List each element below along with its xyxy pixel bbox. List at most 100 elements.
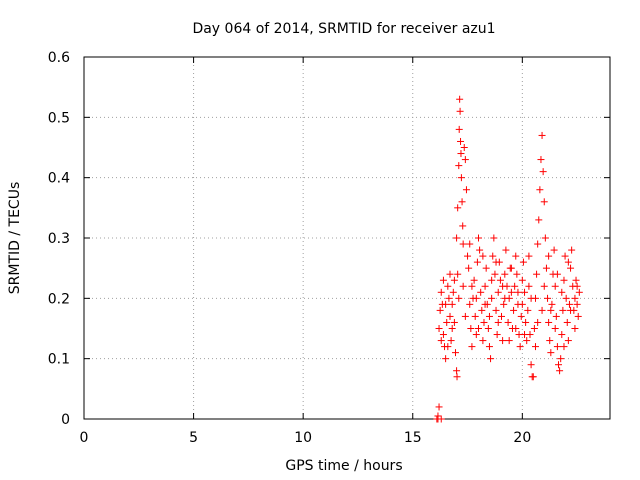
y-tick-label-6: 0.6	[48, 50, 70, 66]
data-point-0-122	[554, 361, 562, 369]
data-point-0-21	[453, 367, 461, 375]
data-point-0-146	[466, 240, 474, 248]
data-point-0-148	[479, 252, 487, 260]
data-point-0-154	[518, 300, 526, 308]
data-point-0-93	[523, 337, 531, 345]
data-point-0-43	[468, 343, 476, 351]
data-point-0-37	[461, 156, 469, 164]
data-point-0-95	[525, 282, 533, 290]
data-point-0-137	[571, 294, 579, 302]
data-point-0-71	[499, 337, 507, 345]
data-point-0-58	[484, 325, 492, 332]
data-point-0-172	[488, 276, 496, 284]
data-point-0-161	[564, 258, 572, 266]
data-point-0-165	[446, 270, 454, 278]
data-point-0-103	[534, 240, 542, 248]
data-point-0-4	[434, 412, 442, 420]
data-point-0-159	[551, 325, 559, 332]
data-point-0-120	[552, 312, 560, 320]
data-point-0-115	[547, 349, 555, 357]
data-point-0-51	[477, 288, 485, 296]
data-point-0-19	[450, 276, 458, 284]
data-point-0-104	[535, 216, 543, 224]
data-point-0-110	[541, 234, 549, 242]
y-axis-label: SRMTID / TECUs	[7, 182, 23, 295]
data-point-0-129	[562, 294, 570, 302]
data-point-0-11	[442, 355, 450, 363]
x-tick-label-2: 10	[294, 430, 312, 446]
data-point-0-138	[572, 276, 580, 284]
data-point-0-145	[459, 282, 467, 290]
data-point-0-61	[488, 294, 496, 302]
data-point-0-119	[551, 282, 559, 290]
data-point-0-42	[467, 325, 475, 332]
data-point-0-157	[538, 306, 546, 314]
data-point-0-176	[514, 288, 522, 296]
data-point-0-38	[462, 186, 470, 194]
data-point-0-89	[518, 276, 526, 284]
data-point-0-18	[449, 288, 457, 296]
data-point-0-166	[450, 318, 458, 326]
data-point-0-64	[491, 270, 499, 278]
data-point-0-35	[459, 240, 467, 248]
data-point-0-30	[457, 137, 465, 145]
chart-title: Day 064 of 2014, SRMTID for receiver azu…	[192, 21, 495, 37]
data-point-0-22	[453, 373, 461, 381]
data-point-0-88	[517, 312, 525, 320]
y-tick-label-0: 0	[61, 412, 70, 428]
x-tick-label-1: 5	[189, 430, 198, 446]
data-point-0-48	[473, 258, 481, 266]
data-point-0-142	[439, 276, 447, 284]
data-point-0-92	[522, 318, 530, 326]
data-point-0-121	[553, 343, 561, 351]
data-point-0-160	[558, 288, 566, 296]
data-point-0-100	[530, 325, 538, 332]
data-point-0-54	[480, 318, 488, 326]
data-point-0-118	[550, 246, 558, 254]
data-point-0-183	[560, 343, 568, 351]
y-tick-label-3: 0.3	[48, 231, 70, 247]
data-point-0-45	[470, 276, 478, 284]
data-point-0-179	[534, 318, 542, 326]
data-point-0-171	[481, 300, 489, 308]
data-point-0-167	[455, 294, 463, 302]
data-point-0-32	[457, 174, 465, 182]
data-point-0-84	[513, 270, 521, 278]
data-point-0-24	[453, 234, 461, 242]
data-point-0-109	[540, 198, 548, 206]
data-point-0-49	[475, 234, 482, 242]
data-point-0-52	[478, 306, 486, 314]
data-point-0-144	[448, 300, 456, 308]
data-point-0-33	[458, 198, 466, 206]
data-point-0-131	[564, 337, 572, 345]
ticks: 0 5 10 15 20 0 0.1 0.2 0.3 0.4 0.5 0.6	[48, 50, 610, 446]
data-point-0-94	[524, 306, 532, 314]
data-point-0-66	[493, 331, 501, 339]
data-point-0-6	[436, 306, 444, 314]
data-point-0-16	[447, 337, 455, 345]
x-tick-label-0: 0	[80, 430, 89, 446]
data-point-0-27	[455, 125, 463, 133]
data-point-0-177	[521, 331, 529, 339]
y-tick-label-2: 0.2	[48, 291, 70, 307]
data-point-0-151	[499, 282, 507, 290]
data-point-0-56	[482, 264, 490, 272]
data-point-0-114	[546, 337, 554, 345]
data-point-0-7	[437, 288, 445, 296]
data-point-0-74	[502, 246, 510, 254]
data-point-0-143	[444, 343, 452, 351]
data-point-0-139	[573, 300, 581, 308]
data-point-0-40	[465, 264, 473, 272]
data-point-0-59	[485, 343, 493, 351]
data-point-0-63	[490, 234, 498, 242]
data-point-0-141	[575, 288, 583, 296]
data-point-0-81	[510, 306, 518, 314]
data-point-0-50	[476, 246, 484, 254]
data-point-0-87	[516, 343, 524, 351]
data-point-0-153	[512, 325, 520, 332]
data-point-0-152	[505, 337, 513, 345]
data-point-0-53	[479, 337, 487, 345]
data-point-0-39	[464, 252, 472, 260]
data-point-0-180	[540, 282, 548, 290]
